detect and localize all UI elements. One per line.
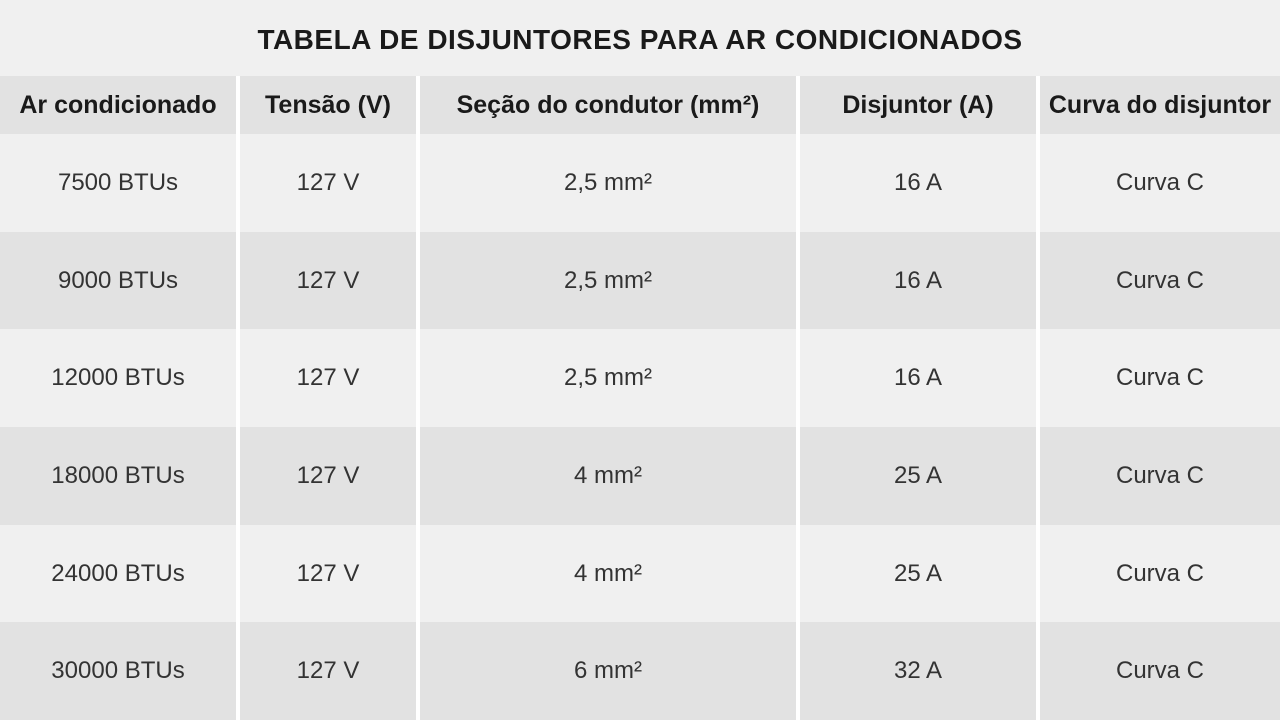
cell-voltage: 127 V bbox=[240, 427, 420, 525]
cell-voltage: 127 V bbox=[240, 622, 420, 720]
column-header-ac: Ar condicionado bbox=[0, 76, 240, 134]
cell-conductor: 4 mm² bbox=[420, 427, 800, 525]
column-header-curve: Curva do disjuntor bbox=[1040, 76, 1280, 134]
title-bar: TABELA DE DISJUNTORES PARA AR CONDICIONA… bbox=[0, 0, 1280, 76]
cell-ac: 12000 BTUs bbox=[0, 329, 240, 427]
cell-voltage: 127 V bbox=[240, 329, 420, 427]
page-title: TABELA DE DISJUNTORES PARA AR CONDICIONA… bbox=[0, 24, 1280, 56]
table-row: 7500 BTUs 127 V 2,5 mm² 16 A Curva C bbox=[0, 134, 1280, 232]
table-header-row: Ar condicionado Tensão (V) Seção do cond… bbox=[0, 76, 1280, 134]
column-header-conductor: Seção do condutor (mm²) bbox=[420, 76, 800, 134]
cell-breaker: 16 A bbox=[800, 232, 1040, 330]
cell-ac: 7500 BTUs bbox=[0, 134, 240, 232]
breaker-table: Ar condicionado Tensão (V) Seção do cond… bbox=[0, 76, 1280, 720]
cell-ac: 18000 BTUs bbox=[0, 427, 240, 525]
cell-breaker: 16 A bbox=[800, 329, 1040, 427]
cell-ac: 24000 BTUs bbox=[0, 525, 240, 623]
table-row: 24000 BTUs 127 V 4 mm² 25 A Curva C bbox=[0, 525, 1280, 623]
table-body: 7500 BTUs 127 V 2,5 mm² 16 A Curva C 900… bbox=[0, 134, 1280, 720]
cell-voltage: 127 V bbox=[240, 525, 420, 623]
cell-conductor: 2,5 mm² bbox=[420, 134, 800, 232]
cell-conductor: 4 mm² bbox=[420, 525, 800, 623]
cell-conductor: 6 mm² bbox=[420, 622, 800, 720]
column-header-breaker: Disjuntor (A) bbox=[800, 76, 1040, 134]
cell-breaker: 32 A bbox=[800, 622, 1040, 720]
cell-breaker: 16 A bbox=[800, 134, 1040, 232]
cell-voltage: 127 V bbox=[240, 134, 420, 232]
cell-ac: 9000 BTUs bbox=[0, 232, 240, 330]
cell-curve: Curva C bbox=[1040, 232, 1280, 330]
cell-curve: Curva C bbox=[1040, 329, 1280, 427]
cell-curve: Curva C bbox=[1040, 134, 1280, 232]
table-row: 12000 BTUs 127 V 2,5 mm² 16 A Curva C bbox=[0, 329, 1280, 427]
cell-breaker: 25 A bbox=[800, 525, 1040, 623]
cell-ac: 30000 BTUs bbox=[0, 622, 240, 720]
table-row: 9000 BTUs 127 V 2,5 mm² 16 A Curva C bbox=[0, 232, 1280, 330]
cell-conductor: 2,5 mm² bbox=[420, 232, 800, 330]
cell-voltage: 127 V bbox=[240, 232, 420, 330]
table-row: 30000 BTUs 127 V 6 mm² 32 A Curva C bbox=[0, 622, 1280, 720]
column-header-voltage: Tensão (V) bbox=[240, 76, 420, 134]
cell-curve: Curva C bbox=[1040, 427, 1280, 525]
cell-curve: Curva C bbox=[1040, 622, 1280, 720]
cell-breaker: 25 A bbox=[800, 427, 1040, 525]
cell-conductor: 2,5 mm² bbox=[420, 329, 800, 427]
table-row: 18000 BTUs 127 V 4 mm² 25 A Curva C bbox=[0, 427, 1280, 525]
cell-curve: Curva C bbox=[1040, 525, 1280, 623]
